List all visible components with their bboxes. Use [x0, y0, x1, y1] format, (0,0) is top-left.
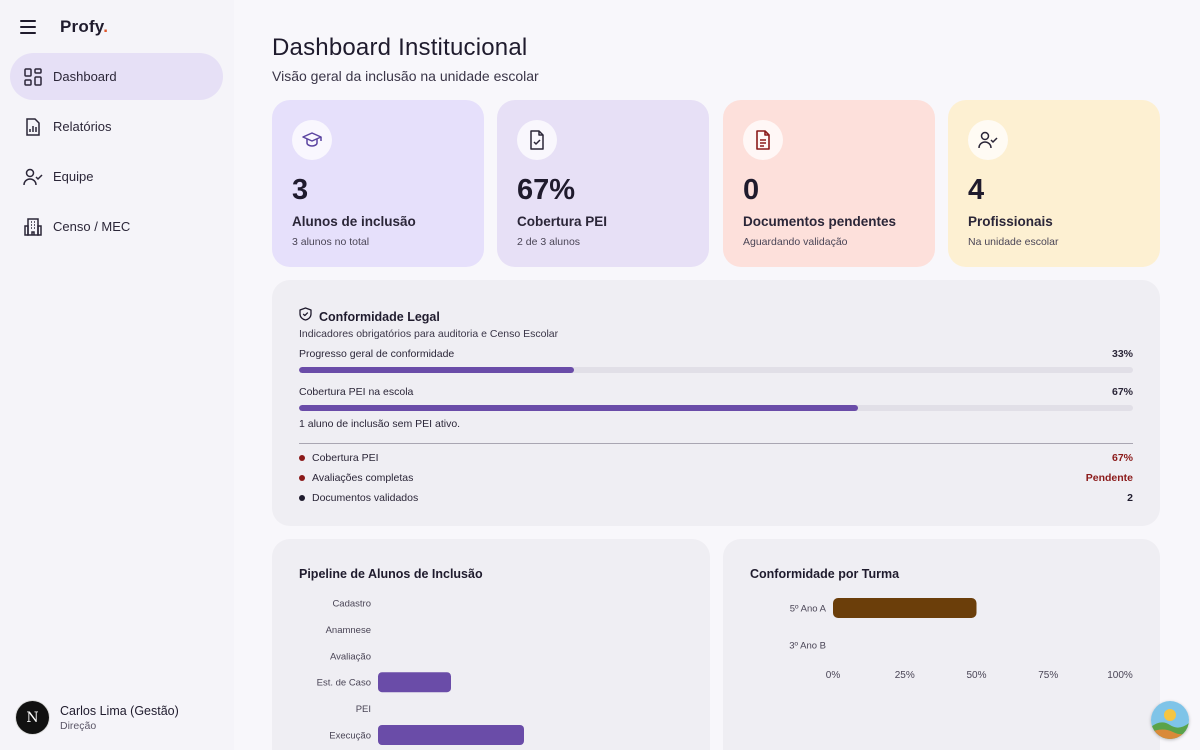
team-icon — [23, 167, 43, 187]
compliance-item: Documentos validados 2 — [299, 492, 1133, 504]
bar[interactable] — [833, 598, 977, 618]
page-title: Dashboard Institucional — [272, 34, 528, 61]
document-icon — [743, 120, 783, 160]
sidebar-item-label: Dashboard — [53, 69, 117, 84]
graduation-cap-icon — [292, 120, 332, 160]
stat-value: 0 — [743, 174, 760, 206]
progress-value: 67% — [1111, 386, 1133, 398]
stat-value: 4 — [968, 174, 985, 206]
brand-logo[interactable]: Profy. — [60, 17, 109, 36]
chart-title: Conformidade por Turma — [750, 567, 900, 581]
chart-title: Pipeline de Alunos de Inclusão — [299, 567, 483, 581]
building-icon — [23, 217, 43, 237]
stat-description: Na unidade escolar — [968, 236, 1059, 248]
user-profile[interactable]: N Carlos Lima (Gestão) Direção — [16, 701, 179, 734]
shield-check-icon — [299, 307, 312, 326]
sidebar-nav: Dashboard Relatórios Equipe Censo / MEC — [10, 53, 223, 253]
stat-title: Profissionais — [968, 214, 1053, 229]
file-check-icon — [517, 120, 557, 160]
progress-bar — [299, 405, 1133, 411]
compliance-item: Avaliações completas Pendente — [299, 472, 1133, 484]
sidebar-item-label: Censo / MEC — [53, 219, 131, 234]
page-subtitle: Visão geral da inclusão na unidade escol… — [272, 68, 539, 84]
assistant-avatar-button[interactable] — [1151, 701, 1189, 739]
bar[interactable] — [378, 725, 524, 745]
stat-title: Alunos de inclusão — [292, 214, 416, 229]
compliance-label: Avaliações completas — [312, 472, 414, 484]
stat-value: 3 — [292, 174, 309, 206]
progress-label: Cobertura PEI na escola — [299, 386, 414, 398]
tick-label: 5º Ano A — [790, 604, 827, 615]
divider — [299, 443, 1133, 444]
tick-label: Avaliação — [330, 651, 371, 662]
user-name: Carlos Lima (Gestão) — [60, 703, 179, 718]
sidebar-item-censo-mec[interactable]: Censo / MEC — [10, 203, 223, 250]
tick-label: Execução — [329, 731, 371, 742]
sidebar-item-dashboard[interactable]: Dashboard — [10, 53, 223, 100]
pei-note: 1 aluno de inclusão sem PEI ativo. — [299, 418, 461, 430]
stat-card-alunos[interactable]: 3 Alunos de inclusão 3 alunos no total — [272, 100, 484, 267]
stat-title: Cobertura PEI — [517, 214, 608, 229]
stat-description: Aguardando validação — [743, 236, 848, 248]
stat-description: 3 alunos no total — [292, 236, 370, 248]
stat-title: Documentos pendentes — [743, 214, 897, 229]
bar[interactable] — [378, 672, 451, 693]
compliance-label: Documentos validados — [312, 492, 419, 504]
progress-value: 33% — [1111, 348, 1133, 360]
report-icon — [23, 117, 43, 137]
sidebar-item-label: Equipe — [53, 169, 94, 184]
status-dot — [299, 495, 305, 501]
pipeline-chart: Cadastro Anamnese Avaliação Est. de Caso PEI… — [317, 599, 524, 745]
tick-label: Anamnese — [326, 625, 371, 636]
tick-label: PEI — [356, 704, 371, 715]
tick-label: 100% — [1107, 670, 1133, 681]
stat-card-profissionais[interactable]: 4 Profissionais Na unidade escolar — [948, 100, 1160, 267]
stat-card-documentos[interactable]: 0 Documentos pendentes Aguardando valida… — [723, 100, 935, 267]
class-compliance-chart-card: Conformidade por Turma 5º Ano A 3º Ano B 0… — [723, 539, 1160, 750]
class-compliance-chart: 5º Ano A 3º Ano B 0% 25% 50% 75% 100% — [789, 598, 1133, 681]
tick-label: 50% — [966, 670, 986, 681]
sidebar-item-equipe[interactable]: Equipe — [10, 153, 223, 200]
progress-fill — [299, 367, 575, 373]
status-dot — [299, 455, 305, 461]
pipeline-chart-card: Pipeline de Alunos de Inclusão Cadastro A… — [272, 539, 710, 750]
compliance-value: 2 — [1127, 492, 1133, 504]
sidebar-header: Profy. — [20, 14, 108, 40]
sidebar: Profy. Dashboard Relatórios Equipe Censo… — [0, 0, 234, 750]
sidebar-item-relatorios[interactable]: Relatórios — [10, 103, 223, 150]
compliance-value: Pendente — [1085, 472, 1133, 484]
stat-value: 67% — [517, 174, 576, 206]
card-title: Conformidade Legal — [319, 309, 440, 324]
tick-label: 75% — [1038, 670, 1058, 681]
progress-fill — [299, 405, 858, 411]
compliance-value: 67% — [1111, 452, 1133, 464]
stat-description: 2 de 3 alunos — [517, 236, 581, 248]
status-dot — [299, 475, 305, 481]
tick-label: 25% — [895, 670, 915, 681]
progress-row: Cobertura PEI na escola 67% — [299, 386, 1133, 398]
tick-label: Cadastro — [332, 599, 371, 610]
avatar[interactable]: N — [16, 701, 49, 734]
legal-compliance-card: Conformidade Legal Indicadores obrigatór… — [272, 280, 1160, 526]
dashboard-icon — [23, 67, 43, 87]
menu-icon[interactable] — [20, 15, 42, 39]
progress-row: Progresso geral de conformidade 33% — [299, 348, 1133, 360]
user-check-icon — [968, 120, 1008, 160]
tick-label: 3º Ano B — [789, 641, 826, 652]
compliance-label: Cobertura PEI — [312, 452, 379, 464]
sidebar-item-label: Relatórios — [53, 119, 112, 134]
card-subtitle: Indicadores obrigatórios para auditoria … — [299, 328, 559, 340]
stat-card-cobertura-pei[interactable]: 67% Cobertura PEI 2 de 3 alunos — [497, 100, 709, 267]
tick-label: Est. de Caso — [317, 678, 371, 689]
tick-label: 0% — [826, 670, 841, 681]
user-role: Direção — [60, 719, 97, 732]
progress-bar — [299, 367, 1133, 373]
compliance-item: Cobertura PEI 67% — [299, 452, 1133, 464]
progress-label: Progresso geral de conformidade — [299, 348, 455, 360]
